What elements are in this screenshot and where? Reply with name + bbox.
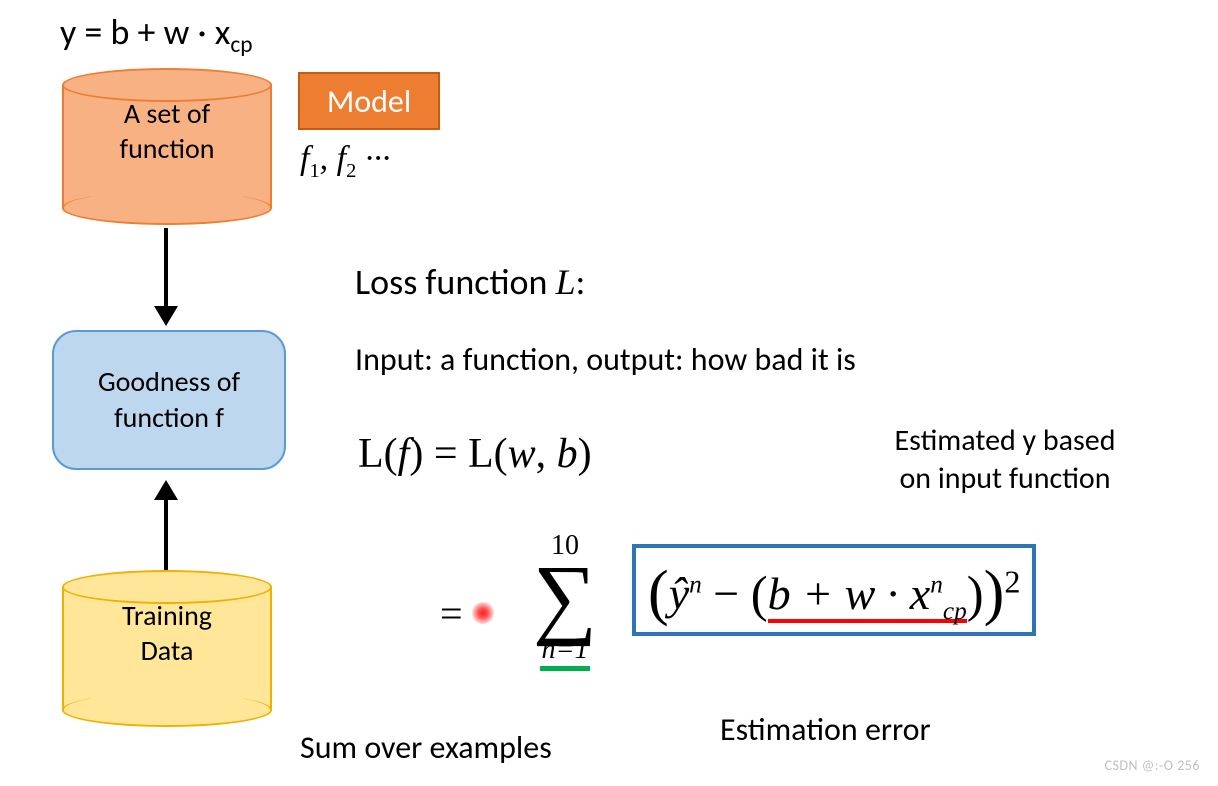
loss-equation: L(f) = L(w, b): [358, 430, 592, 478]
equals-sign: =: [440, 590, 463, 637]
goodness-node: Goodness of function f: [52, 330, 286, 470]
estimated-y-label: Estimated y based on input function: [815, 422, 1195, 497]
model-box: Model: [298, 72, 440, 130]
laser-pointer-icon: [472, 602, 494, 624]
loss-function-title: Loss function L:: [355, 260, 585, 304]
sigma-block: 10 ∑ n=1: [510, 530, 620, 671]
sum-over-examples-label: Sum over examples: [300, 728, 552, 767]
model-equation: y = b + w · xcp: [60, 10, 253, 59]
model-output-term: b + w · xncp: [768, 568, 967, 623]
estimation-error-label: Estimation error: [720, 710, 931, 749]
function-set-label: A set of function: [62, 96, 272, 166]
loss-io-text: Input: a function, output: how bad it is: [355, 340, 856, 379]
squared-error-term: (ŷn − (b + w · xncp))2: [632, 544, 1036, 636]
eq-text: y = b + w · x: [60, 10, 230, 54]
watermark: CSDN @:-O 256: [1105, 757, 1200, 774]
training-data-node: Training Data: [62, 570, 272, 710]
training-data-label: Training Data: [62, 598, 272, 668]
sigma-symbol: ∑: [510, 562, 620, 634]
function-list: f1, f2 ···: [300, 140, 390, 183]
model-label: Model: [327, 82, 411, 121]
eq-sub: cp: [230, 31, 252, 59]
loss-summation: = 10 ∑ n=1 (ŷn − (b + w · xncp))2: [440, 530, 1200, 700]
goodness-label: Goodness of function f: [98, 364, 240, 437]
sigma-lower: n=1: [540, 634, 591, 671]
function-set-node: A set of function: [62, 68, 272, 208]
